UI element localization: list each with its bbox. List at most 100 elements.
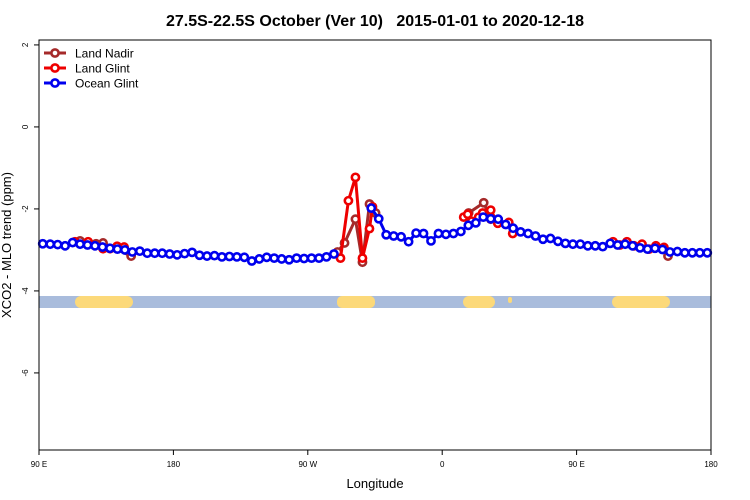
y-tick-label: -6	[21, 369, 30, 377]
data-point	[620, 239, 631, 250]
data-point	[627, 240, 638, 251]
data-point	[650, 243, 660, 254]
data-point	[381, 229, 392, 240]
data-point	[90, 240, 100, 251]
data-point	[672, 246, 683, 257]
data-point	[291, 253, 302, 264]
data-point	[441, 229, 451, 240]
data-point	[157, 248, 168, 259]
data-point	[500, 219, 511, 230]
x-tick-label: 90 E	[31, 460, 47, 469]
land-patch	[337, 296, 375, 308]
data-point	[665, 247, 675, 257]
legend-label: Ocean Glint	[75, 77, 139, 91]
data-point	[343, 195, 354, 206]
data-point	[478, 197, 489, 208]
data-point	[426, 235, 436, 246]
data-point	[261, 252, 272, 263]
data-point	[455, 226, 466, 237]
data-point	[530, 231, 541, 241]
data-point	[364, 223, 375, 234]
x-axis-label: Longitude	[346, 476, 403, 491]
plot-area	[37, 172, 713, 268]
land-patch	[463, 296, 495, 308]
data-point	[635, 242, 645, 253]
data-point	[52, 239, 63, 250]
data-point	[60, 240, 71, 251]
data-point	[597, 241, 608, 252]
x-tick-label: 90 W	[298, 460, 317, 469]
data-point	[209, 250, 220, 261]
data-point	[45, 239, 56, 250]
legend-label: Land Glint	[75, 62, 130, 76]
data-point	[433, 228, 444, 239]
data-point	[239, 252, 250, 263]
plot-border	[38, 39, 712, 451]
data-point	[134, 246, 145, 257]
data-point	[350, 172, 361, 183]
y-tick-label: -2	[21, 205, 30, 213]
data-point	[194, 250, 205, 261]
data-point	[582, 240, 593, 251]
data-point	[493, 214, 504, 225]
data-point	[142, 248, 153, 259]
legend-marker	[50, 63, 60, 73]
data-point	[560, 238, 571, 249]
data-point	[306, 253, 317, 264]
data-point	[187, 247, 197, 258]
data-point	[679, 247, 690, 258]
data-point	[67, 237, 78, 248]
data-point	[127, 247, 138, 257]
x-tick-label: 180	[167, 460, 181, 469]
data-point	[172, 249, 183, 260]
data-point	[75, 239, 85, 250]
data-point	[37, 238, 48, 249]
data-point	[321, 251, 332, 262]
data-point	[314, 253, 324, 264]
data-point	[485, 205, 496, 216]
land-patch	[508, 297, 512, 303]
data-point	[388, 231, 399, 241]
data-point	[396, 231, 407, 242]
data-point	[217, 251, 227, 262]
data-point	[105, 243, 115, 254]
data-point	[373, 213, 384, 224]
data-point	[478, 212, 489, 223]
data-point	[448, 228, 459, 239]
data-point	[202, 251, 212, 261]
data-point	[329, 249, 339, 259]
data-point	[276, 254, 287, 264]
data-point	[403, 236, 414, 247]
x-tick-label: 90 E	[568, 460, 584, 469]
data-point	[82, 240, 93, 250]
data-point	[97, 242, 108, 252]
y-tick-label: 2	[21, 42, 30, 47]
data-point	[485, 213, 496, 224]
land-patch	[612, 296, 670, 308]
data-point	[508, 223, 519, 234]
data-point	[284, 254, 295, 265]
data-point	[224, 251, 235, 262]
data-point	[246, 256, 257, 266]
data-point	[463, 220, 474, 231]
legend-marker	[50, 48, 60, 58]
data-point	[366, 203, 377, 213]
data-point	[299, 253, 309, 264]
data-point	[642, 244, 653, 254]
data-point	[164, 249, 175, 259]
y-tick-label: 0	[21, 124, 30, 129]
data-point	[149, 248, 160, 259]
data-point	[269, 253, 280, 264]
data-point	[119, 245, 130, 255]
data-point	[590, 240, 601, 251]
data-point	[657, 244, 668, 255]
y-axis-label: XCO2 - MLO trend (ppm)	[0, 172, 14, 318]
data-point	[179, 248, 190, 259]
data-point	[605, 238, 616, 249]
land-mask-band	[39, 296, 711, 308]
data-point	[515, 226, 526, 237]
data-point	[418, 228, 429, 239]
data-point	[231, 251, 242, 262]
data-point	[462, 209, 473, 220]
data-point	[553, 236, 563, 247]
